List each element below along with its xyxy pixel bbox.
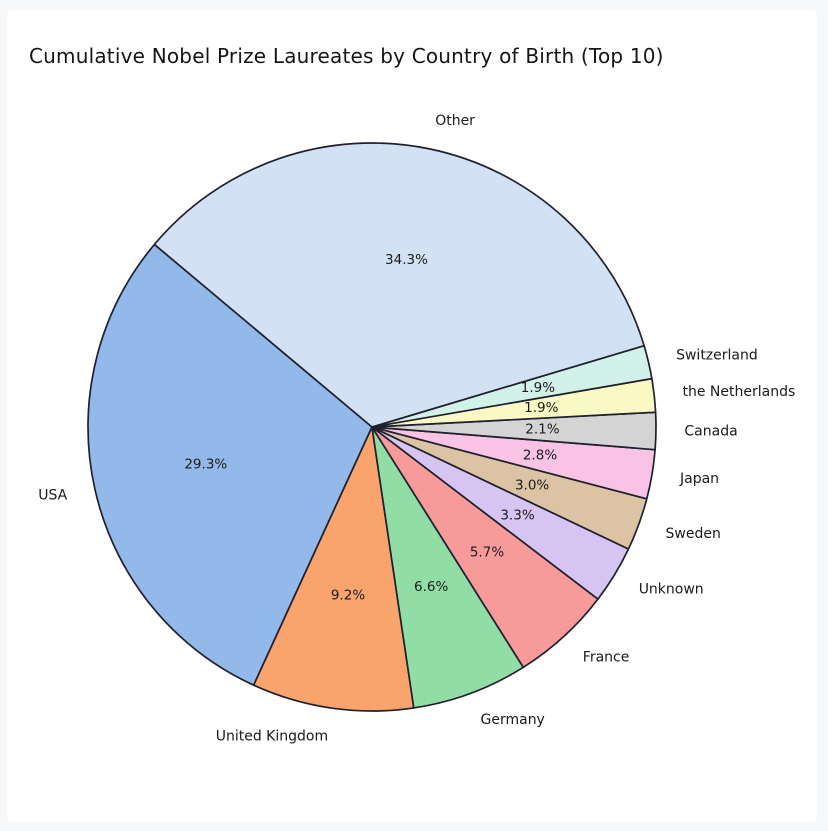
pie-chart: 29.3% USA 9.2% United Kingdom 6.6% Germany 5.7… <box>38 113 796 744</box>
pct-label-switzerland: 1.9% <box>521 380 555 396</box>
category-label-canada: Canada <box>684 423 737 439</box>
category-label-sweden: Sweden <box>666 526 721 542</box>
pct-label-united-kingdom: 9.2% <box>331 588 365 604</box>
category-label-usa: USA <box>38 488 67 504</box>
pct-label-usa: 29.3% <box>184 456 227 472</box>
category-label-the-netherlands: the Netherlands <box>683 384 796 400</box>
pct-label-other: 34.3% <box>385 252 428 268</box>
category-label-unknown: Unknown <box>639 582 704 598</box>
pie-slice-germany <box>371 426 525 709</box>
pct-label-the-netherlands: 1.9% <box>524 400 558 416</box>
pie-slice-other <box>153 142 645 428</box>
category-label-united-kingdom: United Kingdom <box>216 728 328 744</box>
category-label-switzerland: Switzerland <box>676 348 758 364</box>
category-label-other: Other <box>435 113 475 129</box>
category-label-france: France <box>583 650 630 666</box>
pie-slice-usa <box>87 243 373 687</box>
pie-slice-united-kingdom <box>252 426 415 712</box>
pct-label-canada: 2.1% <box>525 421 559 437</box>
pct-label-sweden: 3.0% <box>515 477 549 493</box>
category-label-germany: Germany <box>481 712 545 728</box>
pct-label-germany: 6.6% <box>414 579 448 595</box>
chart-title: Cumulative Nobel Prize Laureates by Coun… <box>29 44 664 68</box>
pct-label-japan: 2.8% <box>523 447 557 463</box>
pct-label-france: 5.7% <box>470 545 504 561</box>
pct-label-unknown: 3.3% <box>500 508 534 524</box>
category-label-japan: Japan <box>679 471 719 487</box>
chart-figure: Cumulative Nobel Prize Laureates by Coun… <box>7 10 817 822</box>
